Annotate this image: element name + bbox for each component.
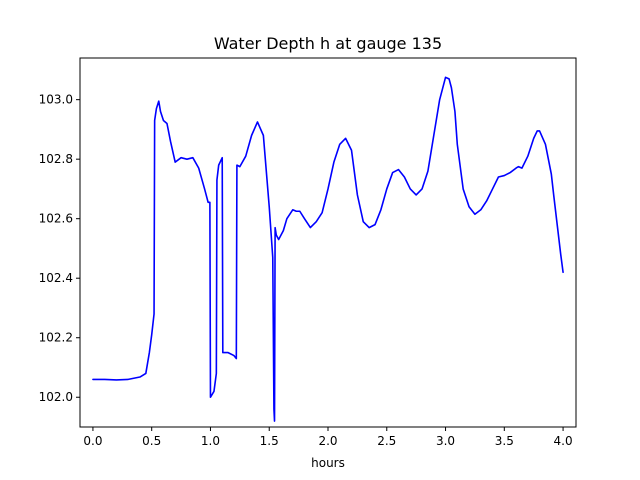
x-tick-label: 3.0 [436,434,455,448]
y-tick-label: 102.2 [39,331,73,345]
y-tick-label: 102.4 [39,271,73,285]
series-line-0 [92,76,564,422]
y-axis: 102.0 102.2 102.4 102.6 102.8 103.0 [39,93,80,404]
x-tick-label: 0.5 [142,434,161,448]
x-tick-label: 4.0 [554,434,573,448]
x-tick-label: 2.0 [318,434,337,448]
x-tick-label: 1.0 [201,434,220,448]
x-tick-label: 2.5 [377,434,396,448]
x-tick-label: 1.5 [260,434,279,448]
y-tick-label: 102.0 [39,390,73,404]
chart-title: Water Depth h at gauge 135 [214,34,442,53]
x-axis: 0.0 0.5 1.0 1.5 2.0 2.5 3.0 3.5 4.0 [83,427,573,448]
y-tick-label: 102.6 [39,212,73,226]
x-tick-label: 3.5 [495,434,514,448]
x-tick-label: 0.0 [83,434,102,448]
y-tick-label: 102.8 [39,152,73,166]
y-tick-label: 103.0 [39,93,73,107]
series-layer [92,76,564,422]
x-axis-label: hours [311,456,345,470]
